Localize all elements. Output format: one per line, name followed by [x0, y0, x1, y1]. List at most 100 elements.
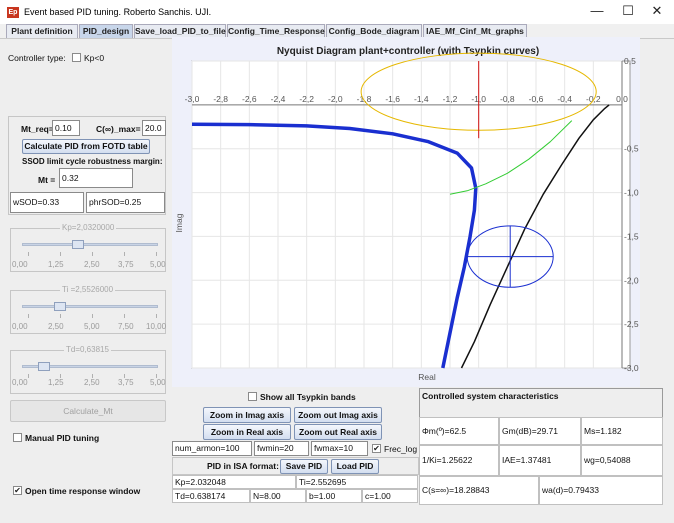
slider-tick-label: 10,00: [146, 322, 167, 331]
wg-value: wg=0,54088: [581, 445, 663, 476]
series-line-1: [460, 104, 610, 369]
slider-tick: [124, 252, 125, 256]
ti-slider-track[interactable]: [22, 305, 158, 308]
kp-slider-thumb[interactable]: [72, 240, 85, 249]
slider-tick: [60, 314, 61, 318]
slider-tick: [156, 314, 157, 318]
slider-tick: [28, 374, 29, 378]
ti-slider-title: Ti =2,5526000: [60, 285, 116, 294]
y-tick-label: -1,0: [624, 188, 639, 198]
zoom-in-real-button[interactable]: Zoom in Real axis: [203, 424, 291, 440]
tab-save-load-pid[interactable]: Save_load_PID_to_file: [134, 24, 226, 38]
c-inf-max-label: C(∞)_max=: [96, 124, 141, 134]
frec-log-label: Frec_log: [384, 444, 418, 454]
slider-tick-label: 2,50: [84, 260, 100, 269]
tab-iae-mf-cinf-mt-graphs[interactable]: IAE_Mf_Cinf_Mt_graphs: [423, 24, 527, 38]
tab-config-time-response[interactable]: Config_Time_Response: [227, 24, 325, 38]
minimize-icon[interactable]: —: [590, 3, 604, 18]
fwmax-input[interactable]: fwmax=10: [311, 441, 368, 456]
frec-log-checkbox[interactable]: ✔: [372, 444, 381, 453]
tab-plant-definition[interactable]: Plant definition: [6, 24, 78, 38]
y-tick-label: -2,0: [624, 275, 639, 285]
x-tick-label: -2,8: [213, 94, 228, 104]
pid-isa-label: PID in ISA format:: [207, 461, 279, 471]
series-line-0: [191, 122, 478, 369]
close-icon[interactable]: ✕: [651, 3, 663, 18]
kp-negative-checkbox[interactable]: [72, 53, 81, 62]
slider-tick-label: 1,25: [48, 378, 64, 387]
maximize-icon[interactable]: ☐: [622, 3, 634, 18]
ti-value: Ti=2.552695: [296, 475, 418, 489]
x-tick-label: -1,2: [443, 94, 458, 104]
y-tick-label: 0,5: [624, 56, 636, 66]
td-slider-title: Td=0,63815: [64, 345, 111, 354]
ti-slider-thumb[interactable]: [53, 302, 66, 311]
slider-tick: [60, 252, 61, 256]
x-tick-label: -1,4: [414, 94, 429, 104]
save-pid-button[interactable]: Save PID: [280, 459, 328, 474]
series-line-2: [449, 120, 573, 195]
slider-tick: [124, 374, 125, 378]
zoom-out-imag-button[interactable]: Zoom out Imag axis: [294, 407, 382, 423]
n-value: N=8.00: [250, 489, 306, 503]
x-tick-label: -3,0: [185, 94, 200, 104]
b-value: b=1.00: [306, 489, 362, 503]
tab-pid-design[interactable]: PID_design: [79, 24, 133, 38]
manual-pid-label: Manual PID tuning: [25, 433, 100, 443]
c-inf-max-input[interactable]: 20.0: [142, 120, 166, 136]
kp-slider-track[interactable]: [22, 243, 158, 246]
open-time-response-checkbox[interactable]: ✔: [13, 486, 22, 495]
zoom-out-real-button[interactable]: Zoom out Real axis: [294, 424, 382, 440]
slider-tick-label: 2,50: [84, 378, 100, 387]
calculate-pid-fotd-button[interactable]: Calculate PID from FOTD table: [22, 139, 150, 154]
kp-slider-title: Kp=2,0320000: [60, 223, 117, 232]
x-tick-label: -1,8: [357, 94, 372, 104]
slider-tick: [92, 374, 93, 378]
slider-tick-label: 0,00: [12, 378, 28, 387]
show-tsypkin-checkbox[interactable]: [248, 392, 257, 401]
chart-grid: [191, 60, 623, 369]
slider-tick: [28, 252, 29, 256]
x-tick-label: -2,0: [328, 94, 343, 104]
phase-margin-value: Φm(º)=62.5: [419, 417, 499, 445]
slider-tick: [156, 252, 157, 256]
manual-pid-checkbox[interactable]: [13, 433, 22, 442]
ms-value: Ms=1.182: [581, 417, 663, 445]
num-armon-input[interactable]: num_armon=100: [172, 441, 252, 456]
calculate-mt-button[interactable]: Calculate_Mt: [10, 400, 166, 422]
mt-label: Mt =: [38, 175, 56, 185]
td-slider-track[interactable]: [22, 365, 158, 368]
slider-tick-label: 5,00: [84, 322, 100, 331]
mt-value-field: 0.32: [59, 168, 133, 188]
iae-value: IAE=1.37481: [499, 445, 581, 476]
x-tick-label: -2,2: [299, 94, 314, 104]
mt-req-input[interactable]: 0.10: [52, 120, 80, 136]
y-tick-label: -0,5: [624, 144, 639, 154]
one-over-ki-value: 1/Ki=1.25622: [419, 445, 499, 476]
tab-bar: Plant definition PID_design Save_load_PI…: [0, 24, 674, 38]
chart-title: Nyquist Diagram plant+controller (with T…: [277, 46, 539, 57]
fwmin-input[interactable]: fwmin=20: [254, 441, 309, 456]
plot-area: [191, 60, 631, 369]
td-slider-thumb[interactable]: [37, 362, 50, 371]
wa-value: wa(d)=0.79433: [539, 476, 663, 505]
zoom-in-imag-button[interactable]: Zoom in Imag axis: [203, 407, 291, 423]
window-titlebar: Ep Event based PID tuning. Roberto Sanch…: [0, 0, 674, 24]
slider-tick: [92, 314, 93, 318]
slider-tick-label: 3,75: [118, 260, 134, 269]
tab-config-bode-diagram[interactable]: Config_Bode_diagram: [326, 24, 422, 38]
td-slider-group: [10, 350, 166, 394]
controller-type-label: Controller type:: [8, 53, 66, 63]
slider-tick: [60, 374, 61, 378]
x-tick-label: 0,0: [616, 94, 628, 104]
wsod-field: wSOD=0.33: [10, 192, 84, 213]
slider-tick-label: 3,75: [118, 378, 134, 387]
slider-tick: [124, 314, 125, 318]
chart-series: [191, 52, 610, 369]
kp-negative-label: Kp<0: [84, 53, 105, 63]
y-axis-label: Imag: [174, 213, 184, 232]
load-pid-button[interactable]: Load PID: [331, 459, 379, 474]
mt-req-label: Mt_req=: [21, 124, 54, 134]
ssod-margin-label: SSOD limit cycle robustness margin:: [22, 157, 163, 166]
td-value: Td=0.638174: [172, 489, 250, 503]
